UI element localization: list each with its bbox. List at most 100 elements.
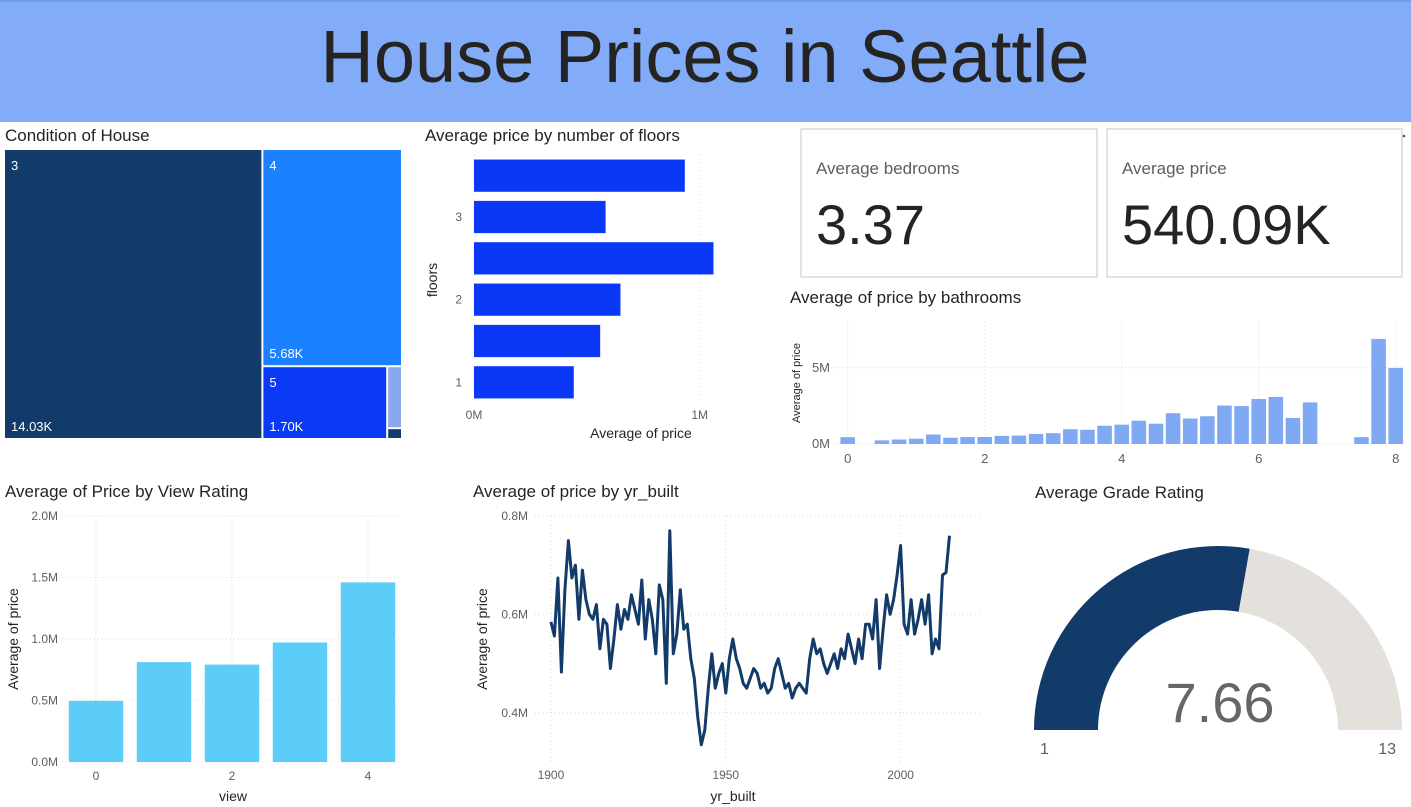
bar xyxy=(943,437,958,444)
chart-title: Average Grade Rating xyxy=(1035,483,1204,502)
bar xyxy=(68,700,124,762)
y-axis-label: Average of price xyxy=(791,343,803,423)
price-line xyxy=(549,529,951,747)
bar xyxy=(1028,433,1044,444)
y-axis-label: floors xyxy=(424,263,440,297)
bar xyxy=(204,664,260,762)
y-tick-label: 0M xyxy=(812,436,830,451)
card xyxy=(800,128,1098,278)
bar xyxy=(1063,429,1078,444)
card-value: 3.37 xyxy=(816,193,925,256)
treemap-tile xyxy=(388,367,401,428)
y-tick-label: 1.5M xyxy=(31,571,58,585)
x-tick-label: 2 xyxy=(981,451,988,466)
bar xyxy=(1011,435,1027,444)
bar xyxy=(960,437,975,444)
x-tick-label: 4 xyxy=(365,769,372,783)
bar xyxy=(1371,338,1386,444)
y-tick-label: 2.0M xyxy=(31,509,58,523)
bar xyxy=(1045,433,1061,444)
tile-value: 5.68K xyxy=(269,346,303,361)
bar xyxy=(977,437,992,444)
tile-label: 4 xyxy=(269,158,276,173)
bar xyxy=(340,582,396,762)
x-tick-label: 8 xyxy=(1392,451,1399,466)
x-tick-label: 0M xyxy=(466,408,483,422)
x-tick-label: 4 xyxy=(1118,451,1125,466)
bar xyxy=(1165,413,1181,444)
tile-value: 14.03K xyxy=(11,419,53,434)
chart-title: Average price by number of floors xyxy=(425,126,680,145)
bar xyxy=(840,437,855,444)
banner-edge xyxy=(0,0,1411,2)
card xyxy=(1106,128,1403,278)
bar xyxy=(474,324,601,358)
chart-title: Average of Price by View Rating xyxy=(5,482,248,501)
y-tick-label: 0.6M xyxy=(501,607,528,621)
bar xyxy=(1302,402,1318,444)
bar xyxy=(1251,399,1266,444)
dot xyxy=(1402,134,1406,138)
x-tick-label: 2 xyxy=(229,769,236,783)
bar xyxy=(1217,405,1232,444)
y-tick-label: 0.5M xyxy=(31,694,58,708)
tile-label: 5 xyxy=(269,375,276,390)
bar xyxy=(1148,423,1164,444)
x-axis-label: view xyxy=(219,788,248,804)
card-label: Average price xyxy=(1122,159,1227,178)
x-tick-label: 0 xyxy=(844,451,851,466)
bar xyxy=(1388,367,1404,444)
bar xyxy=(1114,424,1129,444)
bar xyxy=(1285,417,1301,444)
bar xyxy=(474,366,574,399)
y-tick-label: 0.8M xyxy=(501,509,528,523)
x-tick-label: 6 xyxy=(1255,451,1262,466)
y-axis-label: Average of price xyxy=(5,588,21,690)
x-tick-label: 1M xyxy=(691,408,708,422)
bar xyxy=(1268,396,1284,444)
x-axis-label: Average of price xyxy=(590,425,692,441)
y-tick-label: 1 xyxy=(455,375,462,389)
y-tick-label: 0.0M xyxy=(31,755,58,769)
y-tick-label: 5M xyxy=(812,360,830,375)
bar xyxy=(1354,437,1369,444)
dashboard-title: House Prices in Seattle xyxy=(320,15,1089,98)
bar xyxy=(891,439,907,444)
y-axis-label: Average of price xyxy=(474,588,490,690)
bar xyxy=(1131,420,1147,444)
treemap-tile xyxy=(263,150,401,366)
tile-label: 3 xyxy=(11,158,18,173)
bar xyxy=(1234,406,1249,444)
treemap-tile xyxy=(388,429,401,438)
y-tick-label: 1.0M xyxy=(31,632,58,646)
gauge-value: 7.66 xyxy=(1166,671,1275,734)
card-value: 540.09K xyxy=(1122,193,1331,256)
bar xyxy=(1097,425,1112,444)
chart-title: Average of price by bathrooms xyxy=(790,288,1021,307)
x-tick-label: 1950 xyxy=(712,768,739,782)
y-tick-label: 0.4M xyxy=(501,706,528,720)
bar xyxy=(926,434,941,444)
bar xyxy=(1182,418,1198,444)
bar xyxy=(474,159,685,192)
y-tick-label: 2 xyxy=(455,293,462,307)
gauge-max: 13 xyxy=(1378,741,1396,758)
bar xyxy=(994,435,1010,444)
x-tick-label: 0 xyxy=(93,769,100,783)
bar xyxy=(474,283,621,316)
gauge-min: 1 xyxy=(1040,741,1049,758)
bar xyxy=(908,438,924,444)
title-banner xyxy=(0,0,1411,122)
gauge-track xyxy=(1238,548,1402,730)
treemap-tile xyxy=(5,150,262,438)
bar xyxy=(136,662,192,762)
chart-title: Condition of House xyxy=(5,126,150,145)
bar xyxy=(474,242,714,275)
bar xyxy=(272,642,328,762)
bar xyxy=(1200,416,1215,444)
treemap-tile xyxy=(263,367,387,438)
x-axis-label: yr_built xyxy=(710,788,755,804)
bar xyxy=(874,440,890,444)
x-tick-label: 2000 xyxy=(887,768,914,782)
